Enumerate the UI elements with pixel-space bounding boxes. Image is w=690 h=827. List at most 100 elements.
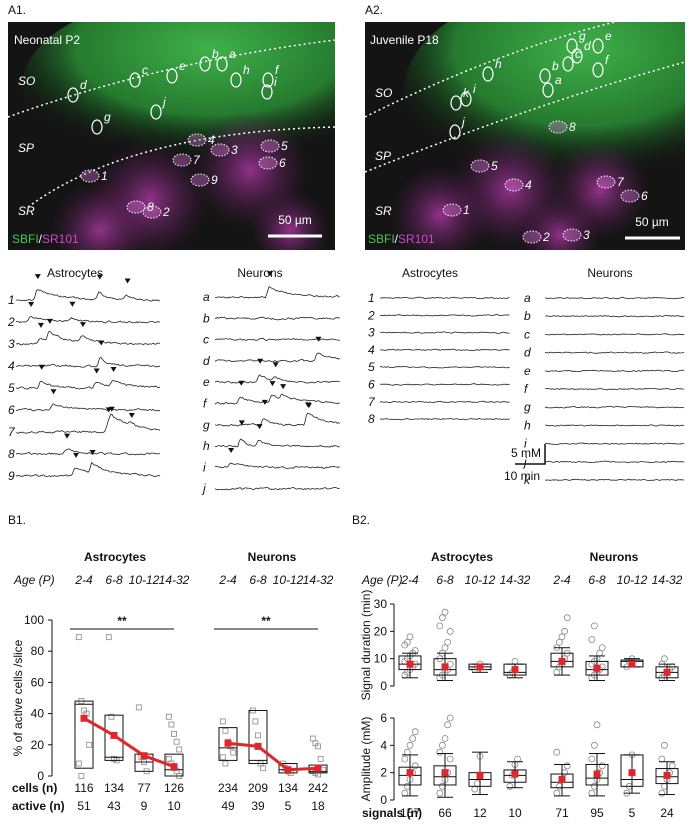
age-label: 14-32 bbox=[652, 573, 683, 587]
data-point bbox=[661, 741, 668, 749]
event-arrowhead bbox=[93, 368, 100, 374]
event-arrowhead bbox=[28, 302, 35, 308]
event-arrowhead bbox=[256, 424, 263, 430]
trace-label: 9 bbox=[8, 469, 15, 483]
data-point bbox=[171, 730, 177, 737]
data-point bbox=[176, 746, 183, 753]
trace-label: i bbox=[203, 460, 206, 474]
count-value: 134 bbox=[278, 781, 298, 795]
mean-marker bbox=[593, 770, 601, 778]
neuron-outline bbox=[150, 104, 162, 120]
mean-marker bbox=[663, 668, 671, 676]
layer-label: SP bbox=[375, 149, 391, 163]
event-arrowhead bbox=[110, 367, 117, 373]
event-arrowhead bbox=[266, 271, 273, 277]
neuron-outline bbox=[91, 119, 103, 135]
cell-label: b bbox=[212, 47, 219, 61]
data-point bbox=[219, 754, 226, 761]
data-point bbox=[438, 741, 446, 749]
event-arrowhead bbox=[96, 274, 103, 280]
trace-label: i bbox=[524, 437, 527, 451]
stain-part: / bbox=[395, 232, 399, 246]
age-label: 10-12 bbox=[273, 573, 304, 587]
cell-label: c bbox=[575, 47, 581, 61]
cell-label: g bbox=[104, 110, 111, 124]
event-arrowhead bbox=[98, 340, 105, 346]
data-point bbox=[556, 638, 563, 646]
stain-part: SBFI bbox=[368, 232, 395, 246]
data-point bbox=[514, 755, 521, 763]
mean-marker bbox=[314, 764, 322, 772]
data-point bbox=[446, 714, 454, 722]
cell-label: 2 bbox=[542, 230, 550, 244]
trace-label: 7 bbox=[368, 395, 376, 409]
trace-label: h bbox=[524, 418, 531, 432]
data-point bbox=[436, 748, 444, 756]
trace-label: 1 bbox=[368, 291, 375, 305]
data-point bbox=[403, 748, 411, 756]
count-value: 116 bbox=[74, 781, 93, 795]
trace bbox=[15, 413, 161, 434]
trace-label: a bbox=[524, 291, 531, 305]
age-axis-label: Age (P) bbox=[361, 573, 403, 587]
trace bbox=[379, 400, 510, 404]
stain-label: SBFI/SR101 bbox=[368, 232, 435, 246]
trace bbox=[214, 393, 340, 405]
y-tick-label: 20 bbox=[31, 738, 45, 752]
y-tick-label: 40 bbox=[31, 707, 45, 721]
box bbox=[585, 660, 609, 676]
data-point bbox=[252, 718, 259, 725]
box bbox=[503, 769, 527, 783]
event-arrowhead bbox=[261, 399, 268, 405]
astrocyte-outline bbox=[522, 230, 542, 244]
box bbox=[503, 663, 527, 676]
cell-label: h bbox=[495, 57, 502, 71]
cell-label: b bbox=[552, 59, 559, 73]
count-value: 126 bbox=[164, 781, 184, 795]
data-point bbox=[317, 755, 324, 762]
astrocyte-outline bbox=[258, 156, 278, 170]
y-tick-label: 2 bbox=[380, 766, 387, 780]
layer-label: SR bbox=[18, 204, 35, 218]
trace-label: d bbox=[203, 354, 210, 368]
trace bbox=[544, 296, 685, 300]
box bbox=[550, 652, 574, 668]
data-point bbox=[446, 755, 454, 763]
cell-label: 7 bbox=[617, 175, 625, 189]
data-point bbox=[591, 622, 598, 630]
trace bbox=[379, 383, 510, 386]
data-point bbox=[563, 614, 571, 622]
trace-group-title: Neurons bbox=[237, 266, 282, 280]
age-label: 2-4 bbox=[400, 573, 419, 587]
data-point bbox=[444, 638, 452, 646]
trace bbox=[214, 337, 340, 342]
panel-label: A2. bbox=[365, 3, 383, 17]
cell-label: 9 bbox=[211, 173, 218, 187]
mean-marker bbox=[476, 771, 484, 779]
neuron-outline bbox=[216, 56, 228, 72]
age-label: 2-4 bbox=[74, 573, 93, 587]
mean-marker bbox=[254, 742, 262, 750]
cell-label: 2 bbox=[162, 205, 170, 219]
layer-boundary bbox=[8, 39, 335, 118]
trace-label: e bbox=[524, 364, 531, 378]
data-point bbox=[406, 633, 414, 641]
neuron-outline bbox=[449, 124, 461, 140]
image-title: Juvenile P18 bbox=[370, 33, 439, 47]
neuron-outline bbox=[460, 91, 472, 107]
significance-label: ** bbox=[117, 614, 127, 628]
trace-label: j bbox=[522, 455, 527, 469]
mean-marker bbox=[441, 663, 449, 671]
trace-label: c bbox=[524, 327, 530, 341]
trace-label: g bbox=[203, 418, 210, 432]
cell-label: 3 bbox=[583, 228, 590, 242]
neuron-outline bbox=[566, 38, 578, 54]
count-value: 77 bbox=[137, 781, 151, 795]
scale-label: 5 mM bbox=[511, 446, 541, 460]
neuron-outline bbox=[542, 82, 554, 98]
trace bbox=[379, 313, 510, 317]
data-point bbox=[658, 755, 666, 763]
trace-label: 6 bbox=[368, 378, 375, 392]
trace bbox=[379, 366, 510, 369]
